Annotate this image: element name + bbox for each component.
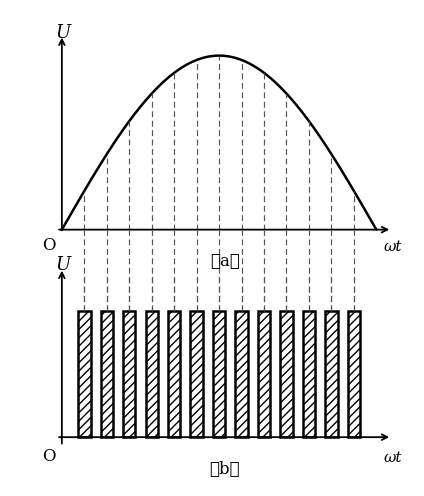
Text: U: U <box>55 256 70 274</box>
Bar <box>325 311 338 437</box>
Text: ωt: ωt <box>384 240 402 254</box>
Bar <box>303 311 315 437</box>
Bar <box>145 311 158 437</box>
Text: U: U <box>55 24 70 42</box>
Bar <box>213 311 225 437</box>
Bar <box>235 311 248 437</box>
Bar <box>348 311 360 437</box>
Text: （a）: （a） <box>210 253 240 270</box>
Text: O: O <box>42 448 56 465</box>
Bar <box>258 311 270 437</box>
Text: O: O <box>42 237 56 253</box>
Text: ωt: ωt <box>384 451 402 465</box>
Bar <box>190 311 203 437</box>
Bar <box>100 311 113 437</box>
Bar <box>168 311 180 437</box>
Bar <box>280 311 293 437</box>
Bar <box>123 311 135 437</box>
Bar <box>78 311 90 437</box>
Text: （b）: （b） <box>209 461 240 478</box>
